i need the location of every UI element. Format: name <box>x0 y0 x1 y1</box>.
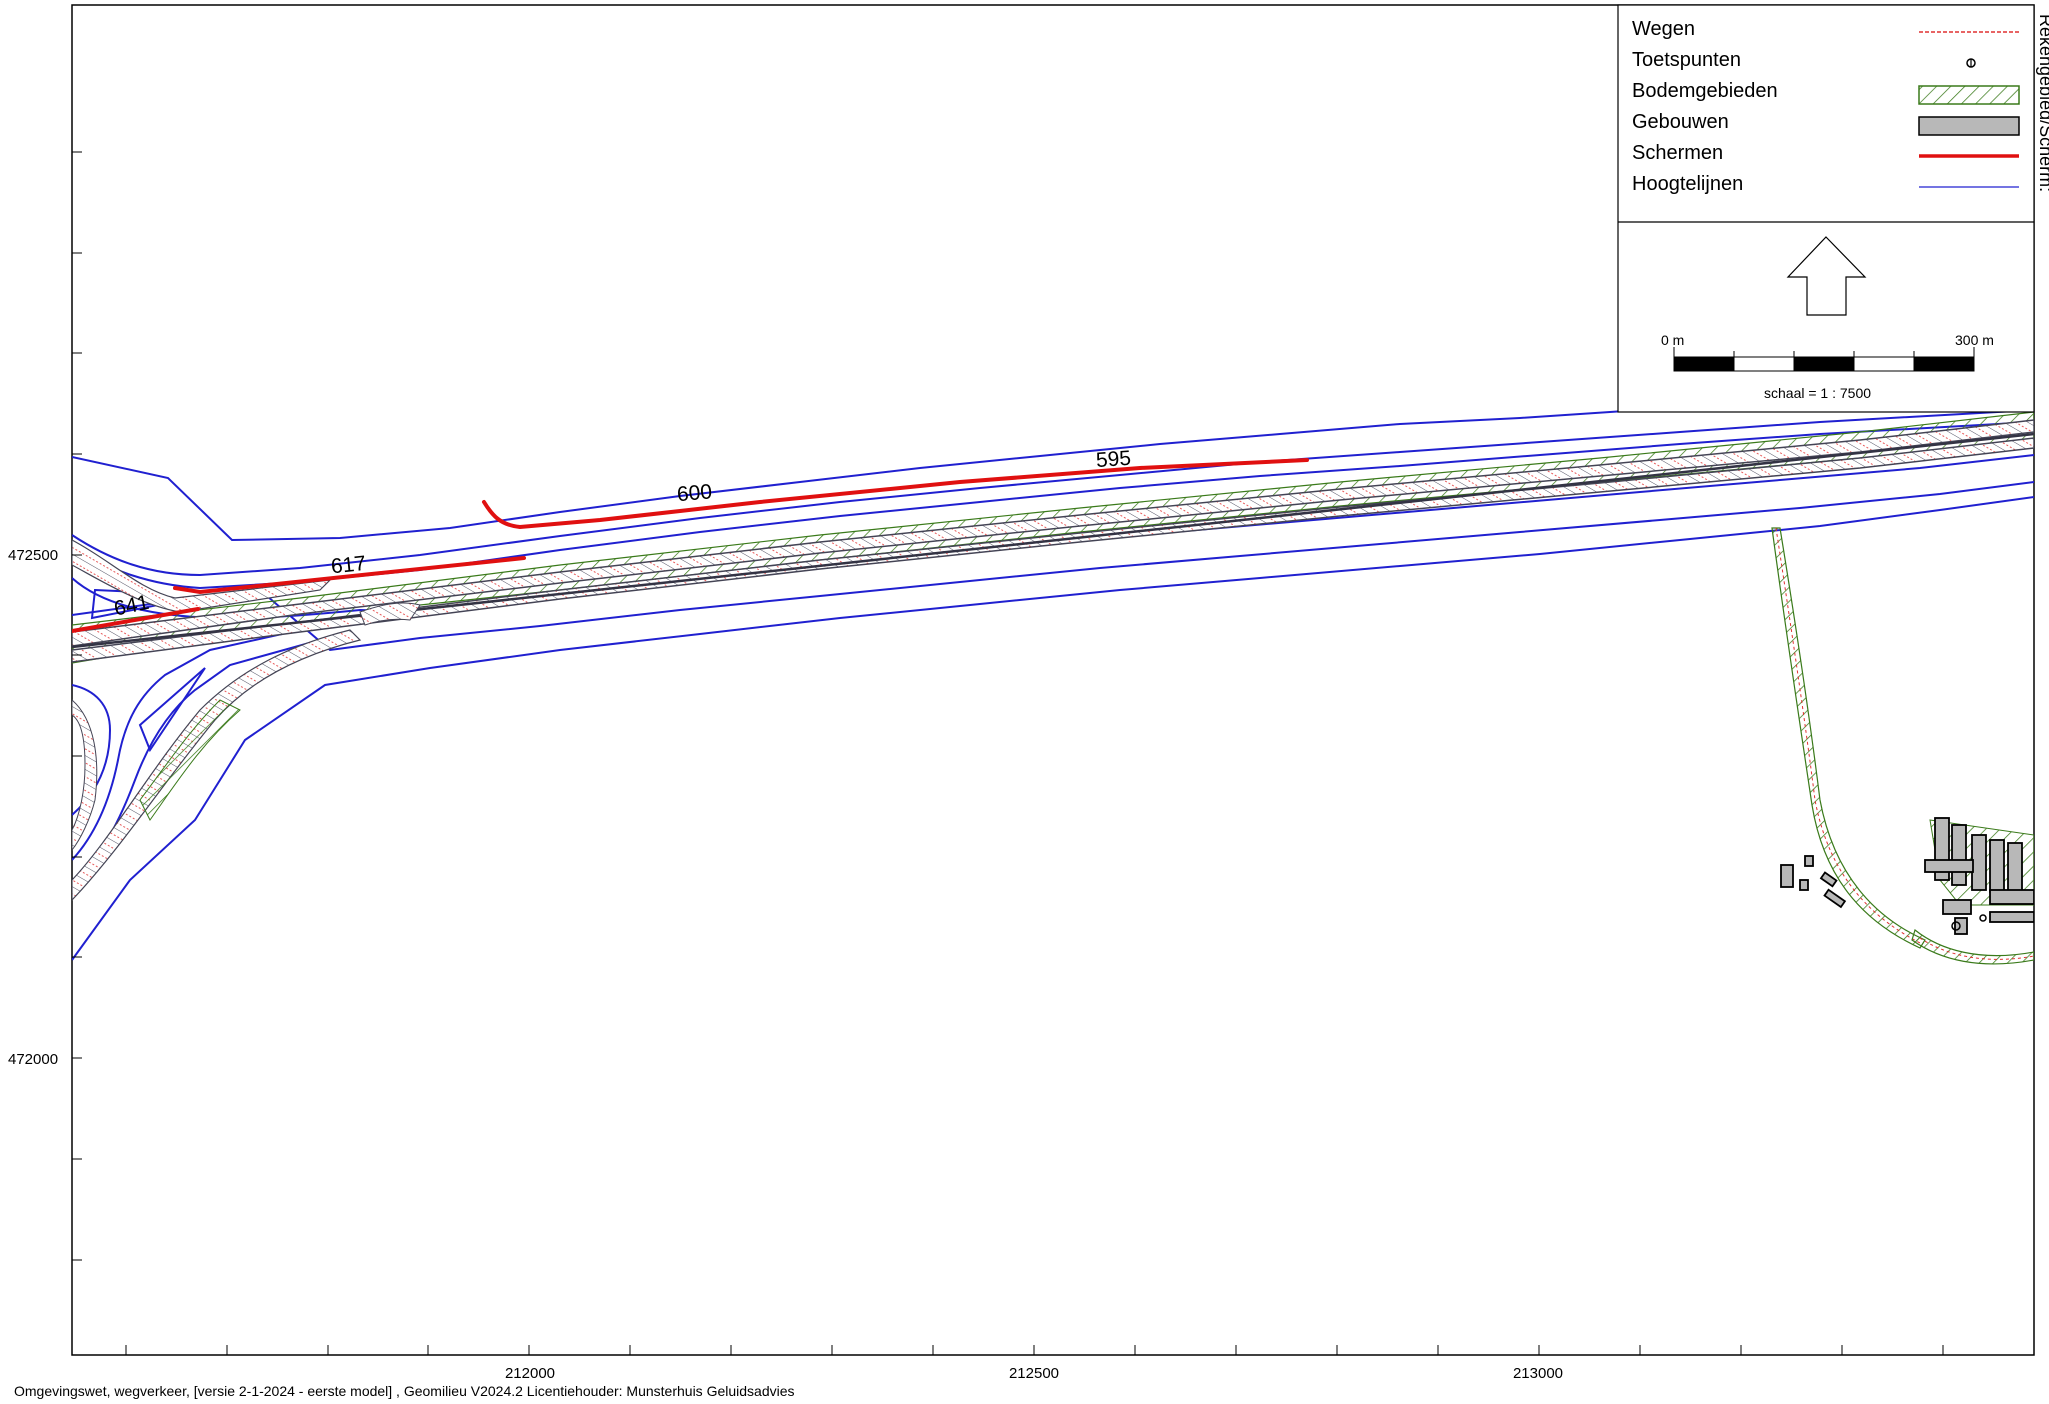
y-tick-label: 472000 <box>8 1051 58 1068</box>
building <box>1924 859 1974 873</box>
receiver-point <box>1951 921 1961 931</box>
scale-end-label: 300 m <box>1955 332 1994 348</box>
hatched-green-area-icon <box>1918 85 2020 105</box>
building <box>1799 879 1809 891</box>
noise-screen <box>482 458 1309 530</box>
scale-ratio-label: schaal = 1 : 7500 <box>1764 385 1871 401</box>
receiver-point-icon <box>1966 58 1976 68</box>
contour-labels: 641 617 600 595 <box>112 447 1132 621</box>
noise-screens <box>72 458 1309 633</box>
building <box>2007 842 2023 894</box>
legend-panel: Wegen Toetspunten Bodemgebieden Gebouwen… <box>1617 4 2035 413</box>
north-arrow-icon <box>1786 236 1867 316</box>
building <box>1942 899 1972 915</box>
road-corridor <box>72 411 2034 901</box>
building <box>1989 911 2034 923</box>
x-tick-label: 212500 <box>1009 1365 1059 1382</box>
contour-label: 617 <box>330 552 367 579</box>
ramp-road <box>72 699 98 851</box>
local-road <box>1771 527 2034 965</box>
ground-area <box>139 699 241 821</box>
building <box>1804 855 1814 867</box>
ramp-road <box>359 602 421 626</box>
axis-labels: 212000 212500 213000 472500 472000 <box>8 547 1563 1382</box>
scale-bar: 0 m 300 m schaal = 1 : 7500 <box>1661 332 1994 401</box>
building <box>1971 834 1987 891</box>
building <box>1989 889 2034 905</box>
legend-label-wegen: Wegen <box>1632 18 1695 40</box>
legend-label-schermen: Schermen <box>1632 142 1723 164</box>
road-band <box>72 419 2034 647</box>
contour-label: 595 <box>1095 447 1132 472</box>
building <box>1823 888 1847 909</box>
legend-label-toetspunten: Toetspunten <box>1632 49 1741 71</box>
y-tick-label: 472500 <box>8 547 58 564</box>
x-tick-label: 212000 <box>505 1365 555 1382</box>
scale-start-label: 0 m <box>1661 332 1684 348</box>
legend-label-gebouwen: Gebouwen <box>1632 111 1729 133</box>
building <box>1819 871 1838 888</box>
building <box>1951 824 1967 886</box>
noise-screen <box>72 607 200 633</box>
grey-building-icon <box>1918 116 2020 136</box>
legend-label-bodemgebieden: Bodemgebieden <box>1632 80 1778 102</box>
noise-screen <box>173 556 526 595</box>
receiver-points <box>1951 914 1987 931</box>
legend-label-hoogtelijnen: Hoogtelijnen <box>1632 173 1743 195</box>
building <box>1954 917 1968 935</box>
contour-line <box>138 667 206 753</box>
axis-ticks <box>72 151 1944 1355</box>
road-band <box>72 437 2034 663</box>
building <box>1989 839 2005 893</box>
footer-text: Omgevingswet, wegverkeer, [versie 2-1-20… <box>14 1383 795 1399</box>
receiver-point <box>1979 914 1987 922</box>
side-label: Rekengebied/Scherm: <box>2036 14 2049 192</box>
ramp-road <box>72 539 332 613</box>
contour-line <box>72 496 2034 961</box>
x-tick-label: 213000 <box>1513 1365 1563 1382</box>
contour-line <box>72 409 2034 577</box>
building <box>1780 864 1794 888</box>
contour-line <box>72 629 301 861</box>
contour-label: 600 <box>676 480 713 506</box>
